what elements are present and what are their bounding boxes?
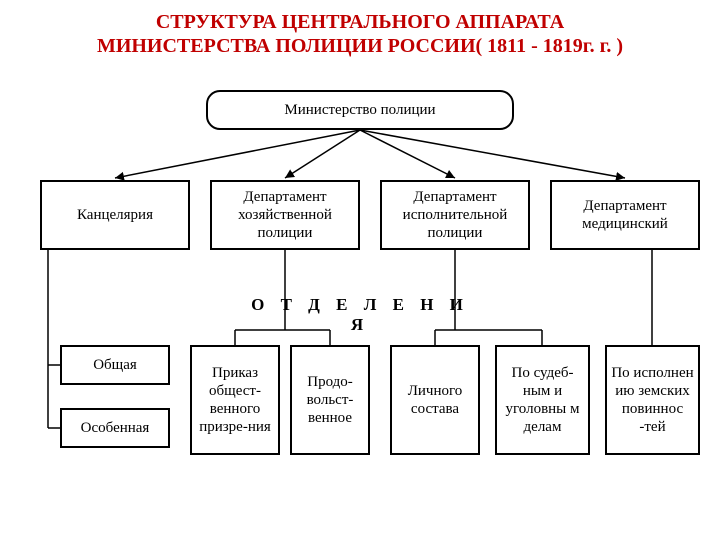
- title-line-1: СТРУКТУРА ЦЕНТРАЛЬНОГО АППАРАТА: [156, 11, 564, 33]
- node-general-label: Общая: [93, 356, 137, 374]
- node-dept-medical: Департамент медицинский: [550, 180, 700, 250]
- node-food-supply: Продо-вольст-венное: [290, 345, 370, 455]
- node-dept-economic: Департамент хозяйственной полиции: [210, 180, 360, 250]
- node-dept-executive-label: Департамент исполнительной полиции: [386, 188, 524, 242]
- diagram-title: СТРУКТУРА ЦЕНТРАЛЬНОГО АППАРАТА МИНИСТЕР…: [0, 10, 720, 58]
- node-zemstvo-duties: По исполнен ию земских повиннос -тей: [605, 345, 700, 455]
- node-judicial-label: По судеб-ным и уголовны м делам: [501, 364, 584, 436]
- node-food-supply-label: Продо-вольст-венное: [296, 373, 364, 427]
- section-label: О Т Д Е Л Е Н И Я: [240, 295, 480, 335]
- node-dept-economic-label: Департамент хозяйственной полиции: [216, 188, 354, 242]
- node-chancellery: Канцелярия: [40, 180, 190, 250]
- node-dept-medical-label: Департамент медицинский: [556, 197, 694, 233]
- node-general: Общая: [60, 345, 170, 385]
- node-chancellery-label: Канцелярия: [77, 206, 153, 224]
- node-special: Особенная: [60, 408, 170, 448]
- node-root: Министерство полиции: [206, 90, 514, 130]
- node-dept-executive: Департамент исполнительной полиции: [380, 180, 530, 250]
- title-line-2: МИНИСТЕРСТВА ПОЛИЦИИ РОССИИ( 1811 - 1819…: [97, 35, 623, 57]
- node-charity-order: Приказ общест-венного призре-ния: [190, 345, 280, 455]
- node-judicial: По судеб-ным и уголовны м делам: [495, 345, 590, 455]
- node-charity-order-label: Приказ общест-венного призре-ния: [196, 364, 274, 436]
- section-label-text: О Т Д Е Л Е Н И Я: [251, 295, 469, 334]
- node-personnel-label: Личного состава: [396, 382, 474, 418]
- node-zemstvo-duties-label: По исполнен ию земских повиннос -тей: [611, 364, 694, 436]
- node-root-label: Министерство полиции: [284, 101, 435, 119]
- connectors: [0, 0, 720, 540]
- node-special-label: Особенная: [81, 419, 150, 437]
- node-personnel: Личного состава: [390, 345, 480, 455]
